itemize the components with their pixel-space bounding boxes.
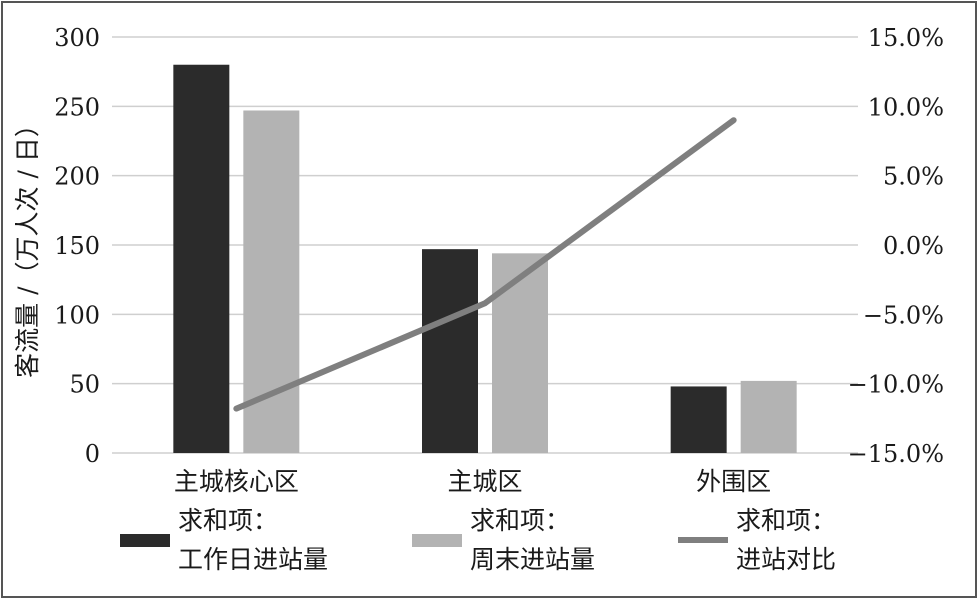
- bar: [671, 386, 727, 453]
- y-tick-label: 50: [69, 371, 100, 399]
- y2-tick-label: 15.0%: [868, 24, 944, 52]
- legend-label-line2: 工作日进站量: [178, 545, 328, 574]
- x-category-label: 主城区: [447, 467, 522, 496]
- y-tick-label: 150: [54, 232, 100, 260]
- legend-swatch: [412, 534, 462, 547]
- y-tick-label: 200: [54, 163, 100, 191]
- y2-tick-label: 10.0%: [868, 93, 944, 121]
- legend-label-line1: 求和项：: [178, 506, 278, 535]
- y2-tick-label: −5.0%: [863, 301, 944, 329]
- y2-tick-label: −10.0%: [848, 371, 944, 399]
- legend-swatch: [120, 534, 170, 547]
- y-tick-label: 0: [85, 440, 100, 468]
- y2-tick-label: 5.0%: [883, 163, 944, 191]
- y2-tick-label: 0.0%: [883, 232, 944, 260]
- y-tick-label: 100: [54, 301, 100, 329]
- legend-label-line2: 周末进站量: [470, 545, 595, 574]
- y-tick-label: 250: [54, 93, 100, 121]
- y2-tick-label: −15.0%: [848, 440, 944, 468]
- x-category-label: 外围区: [696, 467, 771, 496]
- y-tick-label: 300: [54, 24, 100, 52]
- bar: [492, 253, 548, 453]
- bar: [741, 381, 797, 453]
- bar: [173, 65, 229, 453]
- legend-label-line1: 求和项：: [736, 506, 836, 535]
- bar: [422, 249, 478, 453]
- legend-label-line2: 进站对比: [736, 545, 836, 574]
- legend-label-line1: 求和项：: [470, 506, 570, 535]
- x-category-label: 主城核心区: [174, 467, 299, 496]
- y-axis-label: 客流量 /（万人次 / 日）: [13, 112, 42, 378]
